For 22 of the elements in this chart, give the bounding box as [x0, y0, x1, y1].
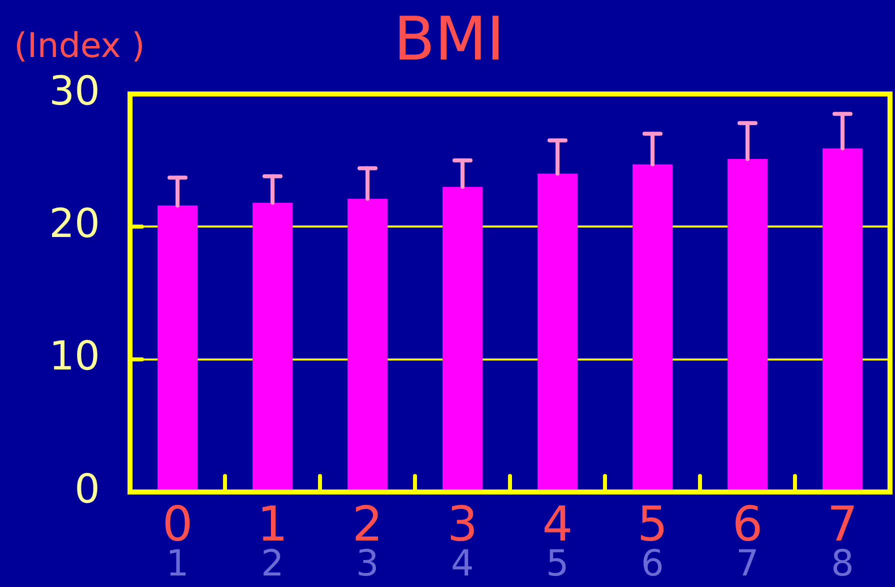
x-tick-label: 6 7 [732, 496, 763, 584]
bar [348, 198, 388, 491]
bar [728, 159, 768, 491]
y-axis-title: (Index ) [14, 26, 145, 66]
x-tick-label: 0 1 [162, 496, 193, 584]
bar [538, 174, 578, 491]
x-tick-label: 1 2 [257, 496, 288, 584]
x-tick-label: 5 6 [637, 496, 668, 584]
x-tick-label: 2 3 [352, 496, 383, 584]
bar [632, 164, 672, 491]
y-tick-label: 10 [49, 334, 100, 380]
x-tick-label: 7 8 [827, 496, 858, 584]
x-tick-label: 4 5 [542, 496, 573, 584]
bar [252, 202, 292, 491]
chart-title: BMI [394, 4, 504, 75]
bar [442, 186, 482, 491]
y-tick-label: 0 [74, 466, 100, 512]
y-tick-label: 20 [49, 201, 100, 248]
bar [822, 148, 862, 491]
x-tick-label: 3 4 [447, 496, 478, 584]
y-tick-label: 30 [49, 68, 100, 114]
bar [158, 205, 198, 491]
